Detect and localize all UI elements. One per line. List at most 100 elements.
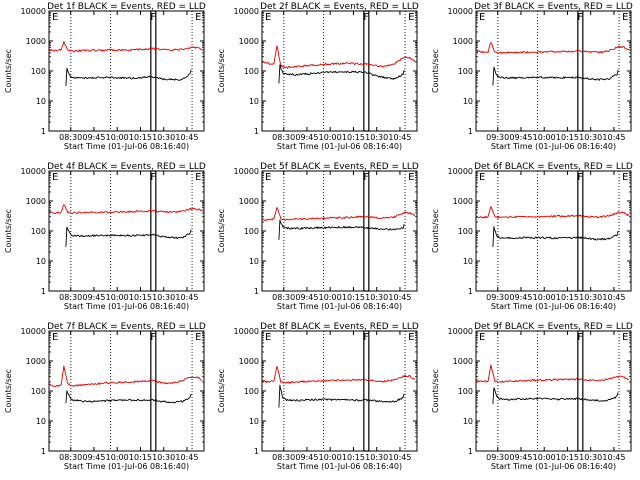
x-tick-label: 10:15 (556, 453, 579, 462)
y-tick-label: 100 (458, 227, 473, 236)
x-tick-label: 10:00 (106, 133, 129, 142)
x-tick-label: 09:30 (486, 293, 509, 302)
x-tick-label: 10:00 (319, 293, 342, 302)
flag-f-2: F (363, 12, 369, 23)
flag-e-1: E (52, 12, 58, 23)
plot-frame (475, 170, 632, 292)
panel-title: Det 7f BLACK = Events, RED = LLD (47, 322, 206, 332)
x-tick-label: 10:15 (342, 133, 365, 142)
y-tick-label: 100 (244, 67, 259, 76)
flag-f-2: F (577, 172, 583, 183)
y-tick-label: 100 (244, 387, 259, 396)
events-series-line (65, 390, 192, 404)
interval-boundary-bar (150, 170, 157, 292)
panel-title: Det 6f BLACK = Events, RED = LLD (474, 162, 633, 172)
y-axis-label: Counts/sec (431, 209, 440, 253)
detector-panel-5: Det 5f BLACK = Events, RED = LLD Counts/s… (217, 162, 419, 311)
y-axis-label: Counts/sec (4, 209, 13, 253)
x-tick-label: 08:30 (59, 453, 82, 462)
x-axis-label: Start Time (01-Jul-06 08:16:40) (491, 142, 616, 151)
events-series-line (278, 384, 405, 408)
y-axis-label: Counts/sec (217, 49, 226, 93)
detector-panel-1: Det 1f BLACK = Events, RED = LLD Counts/s… (4, 2, 206, 151)
lld-series-line (475, 205, 630, 219)
interval-boundary-bar (150, 330, 157, 452)
y-tick-label: 100 (31, 227, 46, 236)
y-tick-label: 1 (468, 127, 473, 136)
y-tick-label: 10 (249, 417, 259, 426)
x-axis-label: Start Time (01-Jul-06 08:16:40) (491, 302, 616, 311)
x-tick-label: 10:30 (365, 133, 388, 142)
flag-e-3: E (408, 12, 414, 23)
x-tick-label: 09:45 (82, 293, 105, 302)
flag-e-3: E (408, 172, 414, 183)
x-tick-label: 08:30 (272, 133, 295, 142)
x-axis-label: Start Time (01-Jul-06 08:16:40) (277, 462, 402, 471)
x-tick-label: 10:00 (319, 453, 342, 462)
interval-boundary-bar (363, 10, 370, 132)
y-tick-label: 10000 (448, 7, 473, 16)
x-tick-label: 10:00 (533, 453, 556, 462)
y-tick-label: 1 (254, 127, 259, 136)
x-tick-label: 10:45 (388, 453, 411, 462)
plot-frame (261, 330, 418, 452)
flag-e-1: E (52, 332, 58, 343)
lld-series-line (261, 365, 416, 384)
y-tick-label: 1000 (453, 197, 473, 206)
y-tick-label: 10 (36, 257, 46, 266)
y-tick-label: 1000 (26, 357, 46, 366)
y-tick-label: 1000 (453, 37, 473, 46)
y-tick-label: 10000 (234, 327, 259, 336)
flag-f-2: F (363, 332, 369, 343)
y-tick-label: 10 (36, 417, 46, 426)
y-tick-label: 10 (463, 417, 473, 426)
flag-e-1: E (265, 12, 271, 23)
detector-panel-6: Det 6f BLACK = Events, RED = LLD Counts/s… (431, 162, 633, 311)
y-tick-label: 100 (244, 227, 259, 236)
x-tick-label: 10:45 (388, 293, 411, 302)
flag-f-2: F (577, 332, 583, 343)
y-axis-label: Counts/sec (217, 209, 226, 253)
x-tick-label: 09:45 (295, 453, 318, 462)
y-tick-label: 10000 (234, 7, 259, 16)
panel-title: Det 2f BLACK = Events, RED = LLD (260, 2, 419, 12)
x-tick-label: 10:30 (579, 133, 602, 142)
flag-e-1: E (265, 172, 271, 183)
x-tick-label: 08:30 (59, 293, 82, 302)
interval-boundary-bar (577, 330, 584, 452)
x-tick-label: 10:00 (533, 133, 556, 142)
plot-frame (475, 10, 632, 132)
y-tick-label: 1 (254, 447, 259, 456)
x-tick-label: 10:30 (365, 453, 388, 462)
flag-f-2: F (150, 332, 156, 343)
y-tick-label: 1000 (453, 357, 473, 366)
detector-panel-4: Det 4f BLACK = Events, RED = LLD Counts/s… (4, 162, 206, 311)
detector-panel-8: Det 8f BLACK = Events, RED = LLD Counts/s… (217, 322, 419, 471)
interval-boundary-bar (363, 330, 370, 452)
lld-series-line (48, 204, 203, 215)
x-tick-label: 09:45 (82, 453, 105, 462)
y-axis-label: Counts/sec (431, 49, 440, 93)
y-tick-label: 10 (463, 257, 473, 266)
x-tick-label: 10:45 (388, 133, 411, 142)
interval-boundary-bar (577, 10, 584, 132)
panel-title: Det 9f BLACK = Events, RED = LLD (474, 322, 633, 332)
y-tick-label: 10000 (21, 327, 46, 336)
x-tick-label: 10:30 (152, 293, 175, 302)
events-series-line (492, 66, 619, 86)
events-series-line (492, 387, 619, 405)
x-tick-label: 10:30 (152, 453, 175, 462)
flag-e-3: E (622, 332, 628, 343)
lld-series-line (261, 45, 416, 69)
flag-e-1: E (479, 172, 485, 183)
flag-f-2: F (150, 12, 156, 23)
x-tick-label: 10:15 (556, 293, 579, 302)
x-tick-label: 10:15 (129, 133, 152, 142)
x-tick-label: 10:30 (365, 293, 388, 302)
plot-frame (48, 10, 205, 132)
x-tick-label: 10:15 (342, 453, 365, 462)
y-tick-label: 10000 (21, 7, 46, 16)
y-tick-label: 10 (249, 97, 259, 106)
flag-f-2: F (150, 172, 156, 183)
x-tick-label: 10:30 (152, 133, 175, 142)
